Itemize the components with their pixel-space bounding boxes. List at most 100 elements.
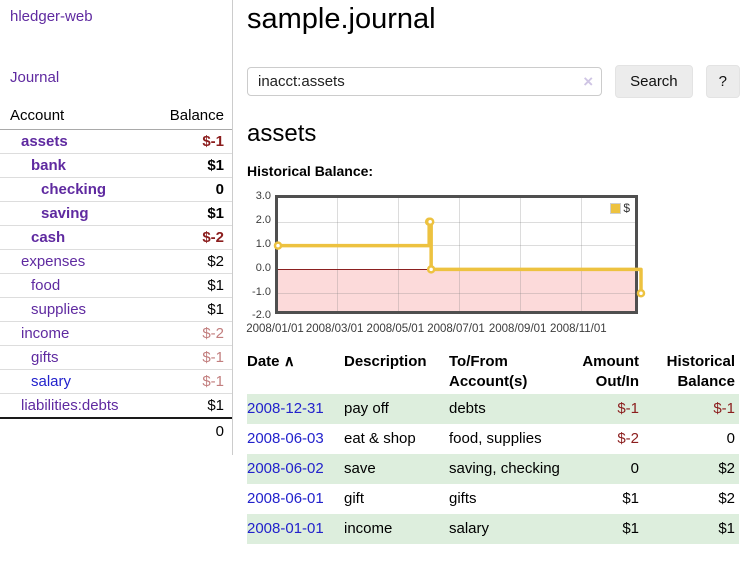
register-accounts: food, supplies xyxy=(449,430,542,448)
balance-chart: $3.0 2.0 1.0 0.0 -1.0 -2.0 2008/01/01 2008/03/0… xyxy=(246,190,646,336)
register-date-link[interactable]: 2008-06-03 xyxy=(247,430,324,448)
sort-ascending-icon: ∧ xyxy=(283,353,295,371)
account-row: expenses $2 xyxy=(0,249,232,274)
register-header-date[interactable]: Date ∧ xyxy=(247,353,295,371)
account-balance: $-1 xyxy=(144,345,232,370)
register-date-link[interactable]: 2008-12-31 xyxy=(247,400,324,418)
accounts-total-row: 0 xyxy=(0,417,232,443)
account-balance: $-2 xyxy=(144,225,232,250)
vertical-gridline xyxy=(580,198,582,312)
account-link[interactable]: expenses xyxy=(21,253,86,270)
register-date-link[interactable]: 2008-06-02 xyxy=(247,460,324,478)
register-header-accounts: To/From Account(s) xyxy=(449,353,528,391)
account-row: saving $1 xyxy=(0,201,232,226)
register-balance: $2 xyxy=(643,454,739,485)
register-header-balance: Historical Balance xyxy=(666,353,735,391)
register-date-cell: 2008-12-31 xyxy=(247,394,344,425)
account-link[interactable]: assets xyxy=(21,133,68,150)
account-balance: $1 xyxy=(144,273,232,298)
page-title: sample.journal xyxy=(247,3,436,35)
register-header-amount: Amount Out/In xyxy=(582,353,639,391)
account-balance: $1 xyxy=(144,297,232,322)
search-input[interactable] xyxy=(247,67,603,97)
app-title: hledger-web xyxy=(0,8,232,25)
x-axis-label: 2008/03/01 xyxy=(305,323,364,336)
register-description: save xyxy=(344,454,449,485)
register-table: Date ∧ Description To/From Account(s) Am… xyxy=(247,350,739,545)
account-link[interactable]: food xyxy=(31,277,61,294)
account-link[interactable]: supplies xyxy=(31,301,87,318)
y-axis-label: 2.0 xyxy=(255,214,271,227)
chart-plot: $ xyxy=(273,195,646,315)
register-row: 2008-01-01 income salary $1 $1 xyxy=(247,514,739,545)
register-balance: $1 xyxy=(643,514,739,545)
account-heading: assets xyxy=(247,120,317,148)
account-link[interactable]: cash xyxy=(31,229,66,246)
register-balance: $2 xyxy=(718,490,735,508)
account-link[interactable]: liabilities:debts xyxy=(21,397,119,414)
register-accounts: debts xyxy=(449,394,581,425)
chart-point xyxy=(636,289,646,298)
y-axis-label: 1.0 xyxy=(255,237,271,250)
account-balance: $1 xyxy=(144,201,232,226)
register-accounts: salary xyxy=(449,514,581,545)
account-row: gifts $-1 xyxy=(0,345,232,370)
vertical-gridline xyxy=(520,198,522,312)
x-axis-label: 2008/01/01 xyxy=(246,323,304,336)
register-accounts: saving, checking xyxy=(449,454,581,485)
chart-point xyxy=(273,241,283,251)
chart-legend: $ xyxy=(610,201,630,215)
legend-swatch-icon xyxy=(610,202,622,214)
legend-label: $ xyxy=(623,201,630,216)
accounts-table: Account Balance assets $-1 bank $1 checking 0… xyxy=(0,105,232,443)
x-axis-label: 2008/11/01 xyxy=(549,323,607,336)
register-description: pay off xyxy=(344,394,449,425)
accounts-header-balance: Balance xyxy=(144,105,232,130)
search-row: × Search ? xyxy=(247,65,740,99)
account-link[interactable]: checking xyxy=(41,181,107,198)
account-link[interactable]: gifts xyxy=(31,349,59,366)
x-axis-label: 2008/09/01 xyxy=(488,323,547,336)
clear-search-icon[interactable]: × xyxy=(583,72,594,92)
chart-label: Historical Balance: xyxy=(247,163,374,180)
register-date-link[interactable]: 2008-06-01 xyxy=(247,490,324,508)
y-axis-label: -1.0 xyxy=(252,285,271,298)
sidebar: hledger-web Journal Account Balance asse… xyxy=(0,0,233,455)
register-date-link[interactable]: 2008-01-01 xyxy=(247,520,324,538)
nav-journal-link[interactable]: Journal xyxy=(10,69,60,86)
accounts-total-value: 0 xyxy=(144,417,232,443)
account-row: bank $1 xyxy=(0,153,232,178)
register-header-description: Description xyxy=(344,353,427,371)
account-row: cash $-2 xyxy=(0,225,232,250)
app-title-link[interactable]: hledger-web xyxy=(10,8,93,25)
search-button[interactable]: Search xyxy=(615,65,693,99)
register-row: 2008-12-31 pay off debts $-1 $-1 xyxy=(247,394,739,425)
account-balance: $-1 xyxy=(144,369,232,394)
horizontal-gridline xyxy=(278,293,635,295)
register-amount: $1 xyxy=(581,514,643,545)
account-link[interactable]: saving xyxy=(41,205,89,222)
register-balance: $-1 xyxy=(643,394,739,425)
accounts-header-account: Account xyxy=(0,105,145,130)
search-box: × xyxy=(247,67,603,97)
chart-line xyxy=(278,220,643,294)
horizontal-gridline xyxy=(278,245,635,247)
account-link[interactable]: salary xyxy=(31,373,72,390)
sidebar-nav: Journal xyxy=(0,69,232,86)
account-balance: $-2 xyxy=(144,321,232,346)
account-balance: $2 xyxy=(144,249,232,274)
account-balance: $1 xyxy=(144,393,232,418)
chart-point xyxy=(425,217,435,227)
account-link[interactable]: income xyxy=(21,325,70,342)
help-button[interactable]: ? xyxy=(705,65,740,99)
register-row: 2008-06-02 save saving, checking 0 $2 xyxy=(247,454,739,485)
account-link[interactable]: bank xyxy=(31,157,67,174)
register-description: gift xyxy=(344,490,365,508)
page: hledger-web Journal Account Balance asse… xyxy=(0,0,740,545)
vertical-gridline xyxy=(337,198,339,312)
x-axis-label: 2008/05/01 xyxy=(366,323,425,336)
account-row: income $-2 xyxy=(0,321,232,346)
chart-line-layer xyxy=(273,217,646,298)
register-amount: $-2 xyxy=(617,430,639,448)
account-balance: 0 xyxy=(144,177,232,202)
